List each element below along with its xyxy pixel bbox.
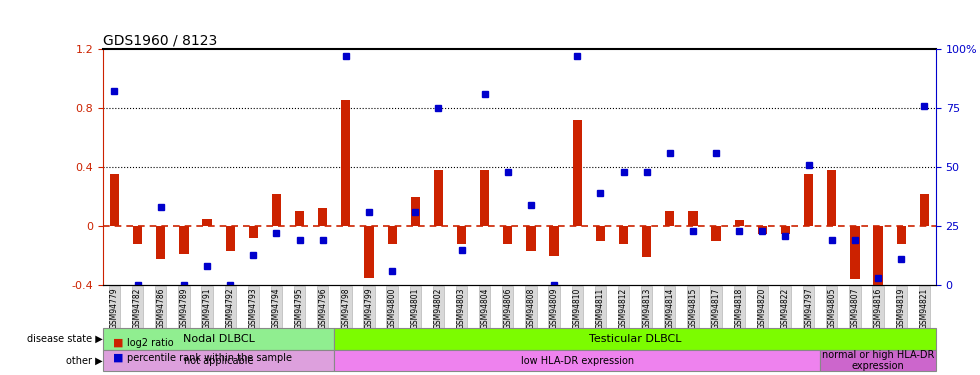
Bar bbox=[820, 350, 936, 371]
Bar bbox=[334, 350, 820, 371]
Bar bbox=[897, 226, 906, 244]
Text: GSM94815: GSM94815 bbox=[688, 287, 698, 329]
Text: GSM94782: GSM94782 bbox=[133, 287, 142, 329]
Text: GSM94804: GSM94804 bbox=[480, 287, 489, 329]
Bar bbox=[295, 211, 304, 226]
Bar bbox=[203, 219, 212, 226]
Text: GSM94808: GSM94808 bbox=[526, 287, 535, 329]
Text: ■: ■ bbox=[113, 338, 123, 348]
Text: GSM94816: GSM94816 bbox=[873, 287, 883, 329]
Bar bbox=[365, 226, 373, 278]
Text: disease state ▶: disease state ▶ bbox=[27, 334, 103, 344]
Bar bbox=[156, 226, 166, 259]
Text: GSM94796: GSM94796 bbox=[318, 287, 327, 329]
Text: ■: ■ bbox=[113, 353, 123, 363]
Text: GSM94801: GSM94801 bbox=[411, 287, 419, 329]
Bar bbox=[318, 209, 327, 226]
Bar bbox=[457, 226, 466, 244]
Text: GSM94809: GSM94809 bbox=[550, 287, 559, 329]
Text: GSM94810: GSM94810 bbox=[572, 287, 582, 329]
Bar bbox=[827, 170, 836, 226]
Text: log2 ratio: log2 ratio bbox=[127, 338, 174, 348]
Text: GSM94803: GSM94803 bbox=[457, 287, 466, 329]
Text: Nodal DLBCL: Nodal DLBCL bbox=[182, 334, 255, 344]
Bar bbox=[919, 194, 929, 226]
Bar bbox=[334, 328, 936, 350]
Text: normal or high HLA-DR
expression: normal or high HLA-DR expression bbox=[822, 350, 934, 371]
Text: GSM94800: GSM94800 bbox=[388, 287, 397, 329]
Text: GSM94791: GSM94791 bbox=[203, 287, 212, 329]
Text: GSM94817: GSM94817 bbox=[711, 287, 720, 329]
Text: GSM94793: GSM94793 bbox=[249, 287, 258, 329]
Bar bbox=[873, 226, 883, 292]
Bar bbox=[411, 196, 419, 226]
Text: GSM94821: GSM94821 bbox=[920, 287, 929, 328]
Bar bbox=[804, 174, 813, 226]
Text: GSM94798: GSM94798 bbox=[341, 287, 351, 329]
Bar bbox=[133, 226, 142, 244]
Bar bbox=[271, 194, 281, 226]
Text: GSM94789: GSM94789 bbox=[179, 287, 188, 329]
Bar bbox=[550, 226, 559, 256]
Text: GSM94799: GSM94799 bbox=[365, 287, 373, 329]
Text: GSM94786: GSM94786 bbox=[156, 287, 166, 329]
Text: low HLA-DR expression: low HLA-DR expression bbox=[520, 356, 634, 366]
Text: GSM94807: GSM94807 bbox=[851, 287, 859, 329]
Text: GSM94805: GSM94805 bbox=[827, 287, 836, 329]
Bar bbox=[249, 226, 258, 238]
Bar bbox=[688, 211, 698, 226]
Bar bbox=[851, 226, 859, 279]
Bar bbox=[480, 170, 489, 226]
Bar bbox=[103, 328, 334, 350]
Text: other ▶: other ▶ bbox=[67, 356, 103, 366]
Text: GSM94779: GSM94779 bbox=[110, 287, 119, 329]
Bar bbox=[110, 174, 120, 226]
Text: GSM94813: GSM94813 bbox=[642, 287, 651, 329]
Text: GSM94802: GSM94802 bbox=[434, 287, 443, 329]
Bar bbox=[758, 226, 767, 234]
Bar bbox=[735, 220, 744, 226]
Text: GSM94792: GSM94792 bbox=[225, 287, 234, 329]
Bar bbox=[665, 211, 674, 226]
Bar bbox=[596, 226, 605, 241]
Bar bbox=[503, 226, 513, 244]
Text: GSM94795: GSM94795 bbox=[295, 287, 304, 329]
Bar bbox=[619, 226, 628, 244]
Text: GSM94814: GSM94814 bbox=[665, 287, 674, 329]
Bar bbox=[225, 226, 235, 251]
Bar bbox=[642, 226, 652, 257]
Text: GSM94812: GSM94812 bbox=[619, 287, 628, 328]
Text: GSM94794: GSM94794 bbox=[271, 287, 281, 329]
Bar bbox=[103, 350, 334, 371]
Text: GSM94811: GSM94811 bbox=[596, 287, 605, 328]
Bar bbox=[781, 226, 790, 234]
Text: GSM94820: GSM94820 bbox=[758, 287, 767, 329]
Bar bbox=[572, 120, 582, 226]
Bar bbox=[341, 100, 351, 226]
Text: GSM94797: GSM94797 bbox=[805, 287, 813, 329]
Text: GSM94819: GSM94819 bbox=[897, 287, 906, 329]
Bar bbox=[434, 170, 443, 226]
Bar bbox=[179, 226, 188, 254]
Text: percentile rank within the sample: percentile rank within the sample bbox=[127, 353, 292, 363]
Bar bbox=[711, 226, 720, 241]
Text: GSM94818: GSM94818 bbox=[735, 287, 744, 328]
Text: GSM94822: GSM94822 bbox=[781, 287, 790, 328]
Text: not applicable: not applicable bbox=[184, 356, 254, 366]
Bar bbox=[387, 226, 397, 244]
Text: GSM94806: GSM94806 bbox=[504, 287, 513, 329]
Text: Testicular DLBCL: Testicular DLBCL bbox=[589, 334, 681, 344]
Bar bbox=[526, 226, 536, 251]
Text: GDS1960 / 8123: GDS1960 / 8123 bbox=[103, 34, 218, 48]
